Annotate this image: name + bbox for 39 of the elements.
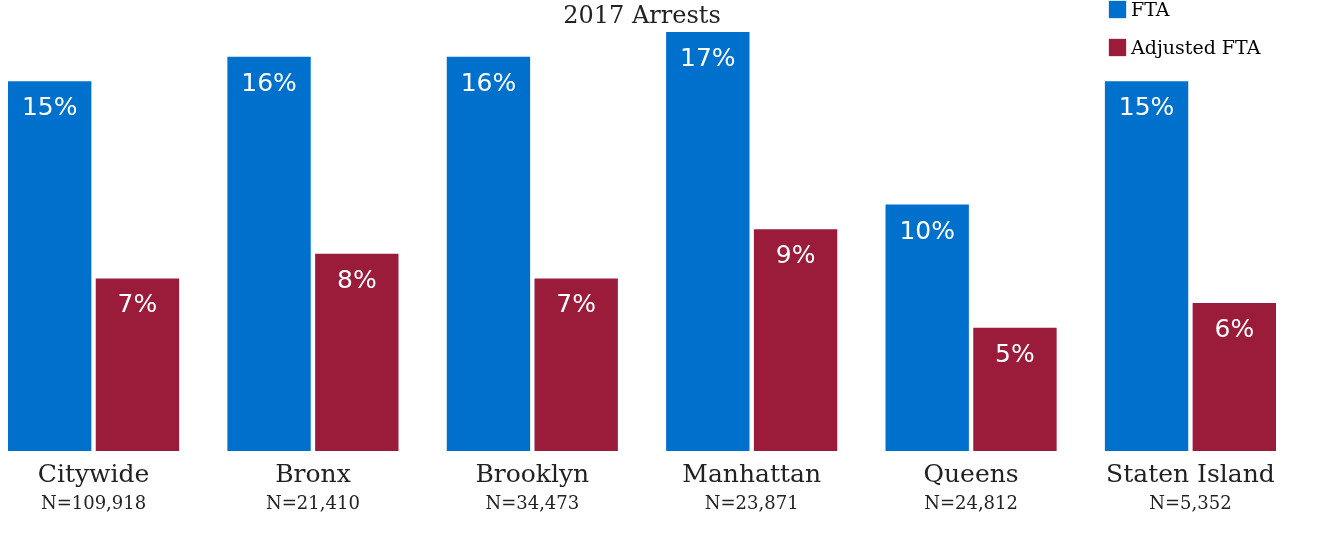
bar <box>8 81 92 451</box>
x-tick-label: Staten Island <box>1106 458 1275 488</box>
data-label: 5% <box>995 338 1035 368</box>
x-tick-label: Manhattan <box>682 458 822 488</box>
legend-label: FTA <box>1131 0 1170 20</box>
data-label: 8% <box>336 264 377 294</box>
data-label: 16% <box>241 67 297 97</box>
bar <box>534 278 618 451</box>
x-tick-label: Citywide <box>37 458 150 488</box>
bar <box>973 327 1057 451</box>
bar <box>1192 303 1276 451</box>
text: N=23,871 <box>704 492 799 513</box>
x-tick-label: Brooklyn <box>475 458 590 488</box>
data-label: 17% <box>680 43 736 72</box>
x-tick-label: Queens <box>923 458 1019 488</box>
legend-label: Adjusted FTA <box>1130 35 1261 58</box>
text: N=5,352 <box>1149 492 1232 513</box>
bar <box>666 32 750 451</box>
chart-title: 2017 Arrests <box>563 1 721 29</box>
data-label: 7% <box>556 289 597 319</box>
data-label: 9% <box>775 240 816 270</box>
data-label: 10% <box>899 215 955 245</box>
bar <box>95 278 180 451</box>
bar <box>753 229 838 451</box>
bar <box>446 56 531 451</box>
x-tick-label: Bronx <box>275 458 351 488</box>
data-label: 15% <box>1118 92 1175 122</box>
text: N=21,410 <box>266 492 360 513</box>
data-label: 6% <box>1214 314 1255 344</box>
data-label: 15% <box>21 92 78 122</box>
text: N=34,473 <box>485 492 580 513</box>
text: N=109,918 <box>40 492 147 513</box>
bar <box>227 56 311 451</box>
text: N=24,812 <box>924 492 1018 513</box>
data-label: 7% <box>117 289 158 319</box>
bar <box>1104 81 1189 451</box>
data-label: 16% <box>460 67 517 97</box>
bar <box>315 253 399 451</box>
bar <box>885 204 969 451</box>
